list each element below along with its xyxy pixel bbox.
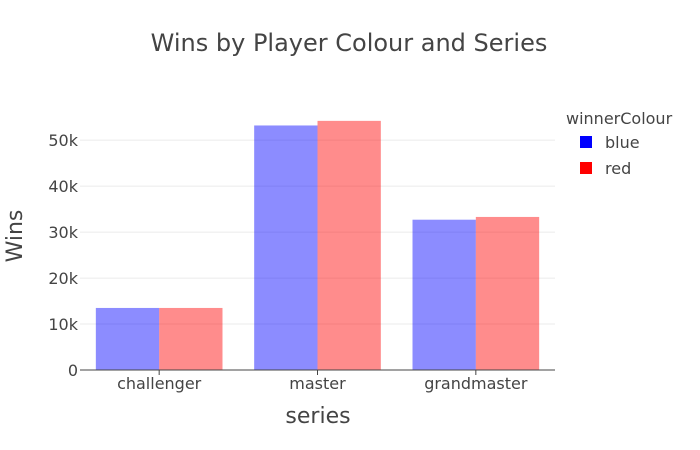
legend-label-blue: blue bbox=[605, 133, 640, 152]
x-axis: challenger master grandmaster bbox=[80, 369, 555, 393]
y-tick-label: 0 bbox=[68, 361, 78, 380]
gridlines bbox=[80, 139, 555, 325]
legend-label-red: red bbox=[605, 159, 631, 178]
y-tick-label: 40k bbox=[48, 177, 78, 196]
bar-red-master bbox=[317, 120, 381, 370]
chart-title: Wins by Player Colour and Series bbox=[151, 29, 548, 57]
x-axis-title: series bbox=[285, 404, 350, 429]
legend-title: winnerColour bbox=[566, 109, 673, 128]
y-tick-label: 10k bbox=[48, 315, 78, 334]
y-axis: 0 10k 20k 30k 40k 50k bbox=[48, 131, 78, 380]
y-axis-title: Wins bbox=[3, 210, 28, 263]
bar-blue-grandmaster bbox=[412, 219, 476, 370]
x-tick-label: master bbox=[289, 374, 346, 393]
x-tick-label: grandmaster bbox=[424, 374, 528, 393]
legend-swatch-red bbox=[580, 162, 592, 174]
bar-red-grandmaster bbox=[475, 216, 540, 370]
y-tick-label: 20k bbox=[48, 269, 78, 288]
y-tick-label: 50k bbox=[48, 131, 78, 150]
bar-blue-master bbox=[254, 125, 318, 370]
x-tick-label: challenger bbox=[117, 374, 202, 393]
bar-blue-challenger bbox=[95, 307, 160, 370]
legend-swatch-blue bbox=[580, 136, 592, 148]
legend: winnerColour blue red bbox=[566, 109, 673, 178]
y-tick-label: 30k bbox=[48, 223, 78, 242]
bar-red-challenger bbox=[159, 307, 223, 370]
bars bbox=[95, 120, 540, 370]
